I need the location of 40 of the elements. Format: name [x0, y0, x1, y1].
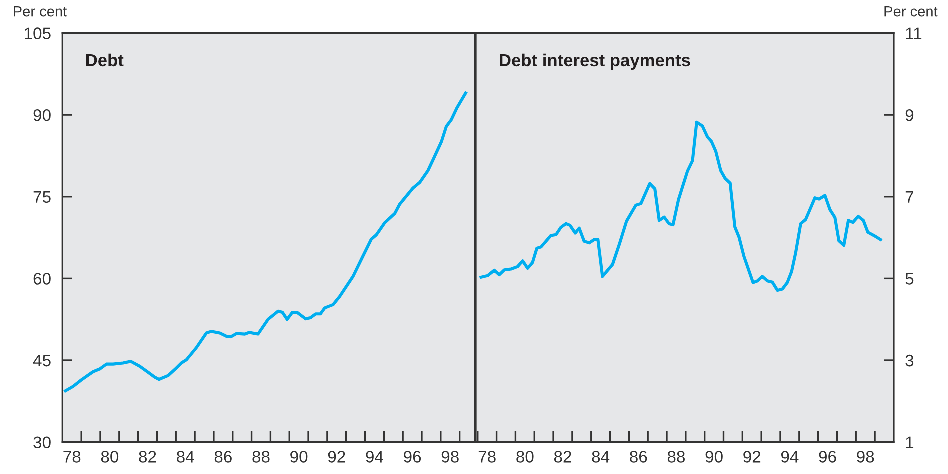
x-tick-label: 80	[101, 451, 119, 463]
x-tick-label: 84	[177, 451, 194, 463]
y-tick-label: 30	[34, 436, 51, 448]
x-tick-label: 96	[404, 451, 422, 463]
x-tick-label: 96	[819, 451, 836, 463]
x-tick-label: 92	[744, 451, 761, 463]
y2-tick-label: 5	[906, 273, 914, 285]
x-tick-label: 86	[630, 451, 648, 463]
y-tick-label: 105	[25, 28, 51, 40]
line-series	[480, 120, 882, 292]
y2-tick-label: 9	[906, 109, 914, 122]
x-tick-label: 90	[290, 451, 308, 463]
x-tick-label: 78	[478, 451, 496, 463]
x-tick-label: 98	[442, 451, 459, 463]
x-tick-label: 82	[554, 451, 572, 463]
x-tick-label: 82	[139, 451, 156, 463]
x-tick-label: 86	[214, 451, 232, 463]
x-tick-label: 88	[668, 451, 686, 463]
line-series	[64, 92, 468, 393]
x-tick-label: 80	[516, 451, 534, 463]
y2-axis-title: Per cent	[884, 6, 938, 17]
y-tick-label: 60	[34, 273, 51, 285]
y2-tick-label: 1	[906, 436, 914, 448]
x-tick-label: 98	[857, 451, 874, 463]
x-tick-label: 92	[328, 451, 346, 463]
x-tick-label: 94	[781, 451, 799, 463]
y2-tick-label: 3	[906, 354, 914, 367]
x-tick-label: 88	[252, 451, 270, 463]
text: Debt interest payments	[500, 54, 690, 70]
x-tick-label: 94	[366, 451, 384, 463]
y-axis-title: Per cent	[14, 6, 68, 17]
y-tick-label: 75	[34, 191, 51, 204]
y-tick-label: 90	[34, 109, 51, 122]
x-tick-label: 78	[64, 451, 81, 463]
y2-tick-label: 11	[906, 28, 922, 40]
text: Debt	[86, 54, 124, 67]
x-tick-label: 90	[706, 451, 723, 463]
y2-tick-label: 7	[906, 191, 914, 203]
y-tick-label: 45	[33, 355, 51, 367]
x-tick-label: 84	[592, 451, 610, 463]
